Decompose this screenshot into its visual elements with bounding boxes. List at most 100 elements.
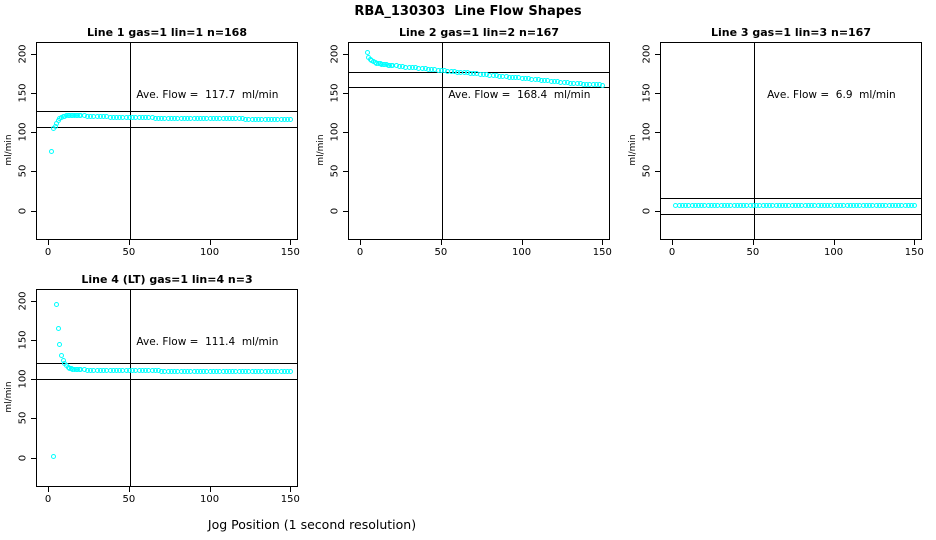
x-tick-mark: [672, 240, 674, 245]
data-point: [55, 326, 61, 332]
x-tick-mark: [602, 240, 604, 245]
y-tick-mark: [31, 171, 36, 173]
ave-flow-annotation: Ave. Flow = 117.7 ml/min: [136, 88, 279, 101]
data-point: [51, 454, 56, 459]
subplot-line2-title: Line 2 gas=1 lin=2 n=167: [398, 26, 559, 39]
x-tick-label: 50: [434, 247, 448, 258]
data-point: [49, 149, 55, 155]
y-tick-mark: [31, 300, 36, 302]
y-tick-mark: [31, 53, 36, 55]
data-point: [288, 369, 294, 375]
x-tick-mark: [290, 240, 292, 245]
x-tick-label: 0: [668, 247, 676, 258]
y-tick-mark: [31, 93, 36, 94]
x-tick-mark: [209, 487, 211, 492]
figure-title: RBA_130303 Line Flow Shapes: [354, 4, 582, 19]
y-axis-label: ml/min: [628, 134, 638, 166]
plot-area-line4: Ave. Flow = 111.4 ml/min: [36, 289, 298, 487]
subplot-line3: Line 3 gas=1 lin=3 n=167 ml/min Ave. Flo…: [624, 25, 936, 265]
ave-flow-annotation: Ave. Flow = 111.4 ml/min: [136, 335, 279, 348]
y-tick-label: 150: [329, 83, 341, 103]
data-point: [59, 352, 64, 358]
reference-hline: [37, 379, 297, 381]
subplot-line4-title: Line 4 (LT) gas=1 lin=4 n=3: [81, 273, 253, 286]
reference-hline: [37, 111, 297, 113]
subplot-line1: Line 1 gas=1 lin=1 n=168 ml/min Ave. Flo…: [0, 25, 312, 265]
y-tick-label: 200: [17, 291, 29, 311]
y-tick-label: 200: [641, 44, 653, 64]
y-tick-label: 150: [17, 83, 29, 103]
x-tick-mark: [128, 487, 130, 492]
reference-hline: [661, 214, 921, 215]
y-tick-label: 200: [17, 44, 29, 64]
x-tick-mark: [290, 487, 292, 492]
subplot-line1-title: Line 1 gas=1 lin=1 n=168: [86, 26, 247, 39]
y-tick-mark: [343, 53, 348, 55]
reference-vline: [441, 43, 443, 239]
plot-area-line3: Ave. Flow = 6.9 ml/min: [660, 42, 922, 240]
x-tick-label: 150: [280, 494, 300, 505]
y-tick-label: 150: [17, 330, 29, 350]
x-axis-label: Jog Position (1 second resolution): [207, 517, 417, 532]
ave-flow-annotation: Ave. Flow = 6.9 ml/min: [767, 88, 896, 101]
x-tick-label: 100: [824, 247, 844, 258]
x-tick-mark: [752, 240, 754, 245]
y-tick-mark: [343, 171, 348, 173]
reference-hline: [661, 198, 921, 200]
y-axis-label: ml/min: [4, 134, 14, 166]
y-tick-mark: [655, 53, 660, 55]
y-axis-label: ml/min: [4, 381, 14, 413]
y-tick-label: 0: [329, 207, 341, 214]
y-tick-label: 100: [329, 122, 341, 142]
x-tick-mark: [209, 240, 211, 245]
x-tick-label: 50: [746, 247, 760, 258]
reference-hline: [37, 363, 297, 365]
y-tick-label: 50: [329, 165, 341, 178]
subplot-line3-title: Line 3 gas=1 lin=3 n=167: [710, 26, 871, 39]
reference-vline: [753, 43, 755, 239]
x-tick-label: 100: [200, 247, 220, 258]
y-tick-mark: [655, 171, 660, 173]
y-tick-label: 50: [17, 165, 29, 178]
y-tick-label: 0: [17, 207, 29, 214]
x-tick-label: 0: [44, 494, 52, 505]
data-point: [288, 116, 294, 122]
subplot-line2: Line 2 gas=1 lin=2 n=167 ml/min Ave. Flo…: [312, 25, 624, 265]
reference-hline: [37, 127, 297, 129]
reference-vline: [129, 290, 131, 486]
y-tick-mark: [31, 379, 36, 381]
x-tick-label: 150: [280, 247, 300, 258]
x-tick-mark: [360, 240, 362, 245]
ave-flow-annotation: Ave. Flow = 168.4 ml/min: [448, 88, 591, 101]
x-tick-label: 150: [592, 247, 612, 258]
y-tick-label: 150: [641, 83, 653, 103]
y-tick-mark: [655, 93, 660, 94]
y-axis-label: ml/min: [316, 134, 326, 166]
y-tick-mark: [343, 93, 348, 94]
plot-area-line2: Ave. Flow = 168.4 ml/min: [348, 42, 610, 240]
x-tick-mark: [914, 240, 916, 245]
reference-hline: [349, 87, 609, 89]
x-tick-mark: [128, 240, 130, 245]
subplot-line4: Line 4 (LT) gas=1 lin=4 n=3 ml/min Ave. …: [0, 272, 312, 512]
data-point: [600, 82, 606, 88]
x-tick-mark: [521, 240, 523, 245]
x-tick-label: 50: [122, 247, 136, 258]
y-tick-mark: [31, 210, 36, 212]
y-tick-label: 50: [17, 412, 29, 425]
x-tick-label: 0: [356, 247, 364, 258]
y-tick-mark: [343, 210, 348, 212]
y-tick-label: 200: [329, 44, 341, 64]
x-tick-label: 150: [904, 247, 924, 258]
y-tick-label: 100: [17, 369, 29, 389]
x-tick-label: 100: [512, 247, 532, 258]
x-tick-label: 100: [200, 494, 220, 505]
data-point: [57, 341, 63, 347]
x-tick-mark: [48, 487, 50, 492]
plot-area-line1: Ave. Flow = 117.7 ml/min: [36, 42, 298, 240]
x-tick-label: 0: [44, 247, 52, 258]
y-tick-label: 0: [17, 454, 29, 461]
y-tick-label: 100: [17, 122, 29, 142]
y-tick-mark: [655, 210, 660, 212]
